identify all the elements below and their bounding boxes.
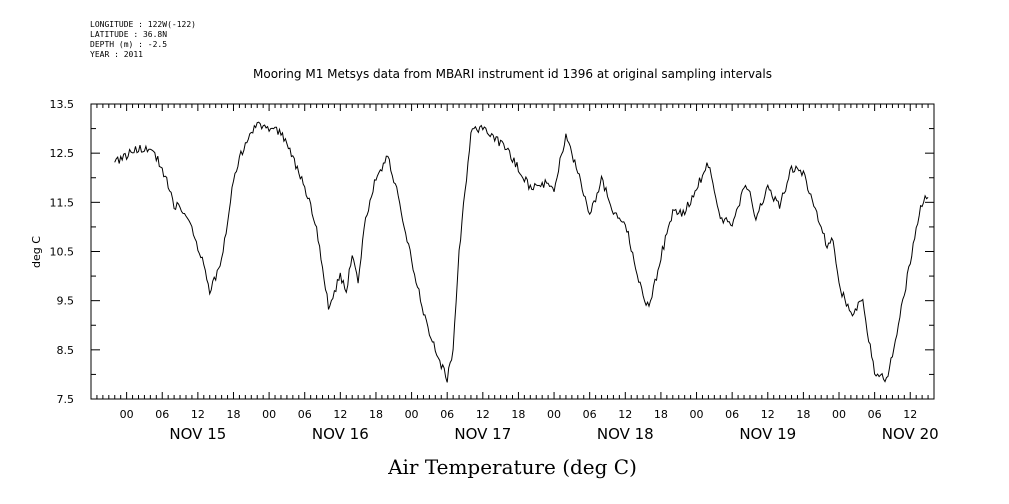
x-day-label: NOV 18 bbox=[597, 425, 654, 443]
x-tick-labels: 00 06 12 18 00 06 12 18 00 06 12 18 00 06 12 18 00 06 12 18… bbox=[120, 408, 918, 421]
x-hour-label: 06 bbox=[155, 408, 169, 421]
x-hour-label: 18 bbox=[654, 408, 668, 421]
x-hour-label: 00 bbox=[547, 408, 561, 421]
y-tick-label: 10.5 bbox=[50, 246, 75, 259]
x-hour-label: 06 bbox=[298, 408, 312, 421]
longitude-label: LONGITUDE : 122W(-122) bbox=[90, 20, 196, 29]
y-tick-labels: 7.5 8.5 9.5 10.5 11.5 12.5 13.5 bbox=[50, 98, 75, 406]
year-label: YEAR : 2011 bbox=[90, 50, 143, 59]
x-hour-label: 12 bbox=[333, 408, 347, 421]
y-tick-label: 8.5 bbox=[57, 344, 75, 357]
x-hour-label: 06 bbox=[868, 408, 882, 421]
x-axis-label: Air Temperature (deg C) bbox=[388, 455, 637, 479]
x-hour-label: 18 bbox=[226, 408, 240, 421]
y-tick-label: 7.5 bbox=[57, 393, 75, 406]
x-hour-label: 06 bbox=[725, 408, 739, 421]
latitude-label: LATITUDE : 36.8N bbox=[90, 30, 168, 39]
x-hour-label: 12 bbox=[903, 408, 917, 421]
y-tick-label: 11.5 bbox=[50, 196, 75, 209]
chart-title: Mooring M1 Metsys data from MBARI instru… bbox=[253, 67, 772, 81]
depth-label: DEPTH (m) : -2.5 bbox=[90, 40, 168, 49]
x-hour-label: 00 bbox=[262, 408, 276, 421]
x-hour-label: 06 bbox=[583, 408, 597, 421]
x-hour-label: 18 bbox=[511, 408, 525, 421]
y-tick-label: 9.5 bbox=[57, 295, 75, 308]
x-day-label: NOV 19 bbox=[739, 425, 796, 443]
plot-frame bbox=[90, 103, 935, 400]
x-day-label: NOV 16 bbox=[312, 425, 369, 443]
y-tick-label: 13.5 bbox=[50, 98, 75, 111]
temperature-series-line bbox=[114, 121, 929, 383]
x-hour-label: 00 bbox=[690, 408, 704, 421]
x-hour-label: 18 bbox=[369, 408, 383, 421]
x-hour-label: 12 bbox=[191, 408, 205, 421]
x-hour-label: 06 bbox=[440, 408, 454, 421]
x-day-label: NOV 15 bbox=[169, 425, 226, 443]
x-hour-label: 00 bbox=[832, 408, 846, 421]
x-day-label: NOV 20 bbox=[882, 425, 939, 443]
x-hour-label: 00 bbox=[405, 408, 419, 421]
y-tick-label: 12.5 bbox=[50, 147, 75, 160]
x-hour-label: 12 bbox=[618, 408, 632, 421]
y-axis-label: deg C bbox=[30, 236, 43, 268]
x-day-label: NOV 17 bbox=[454, 425, 511, 443]
x-hour-label: 12 bbox=[761, 408, 775, 421]
x-hour-label: 00 bbox=[120, 408, 134, 421]
x-hour-label: 12 bbox=[476, 408, 490, 421]
x-hour-label: 18 bbox=[796, 408, 810, 421]
axis-ticks bbox=[90, 103, 935, 400]
metadata-header: LONGITUDE : 122W(-122) LATITUDE : 36.8N … bbox=[90, 20, 196, 60]
